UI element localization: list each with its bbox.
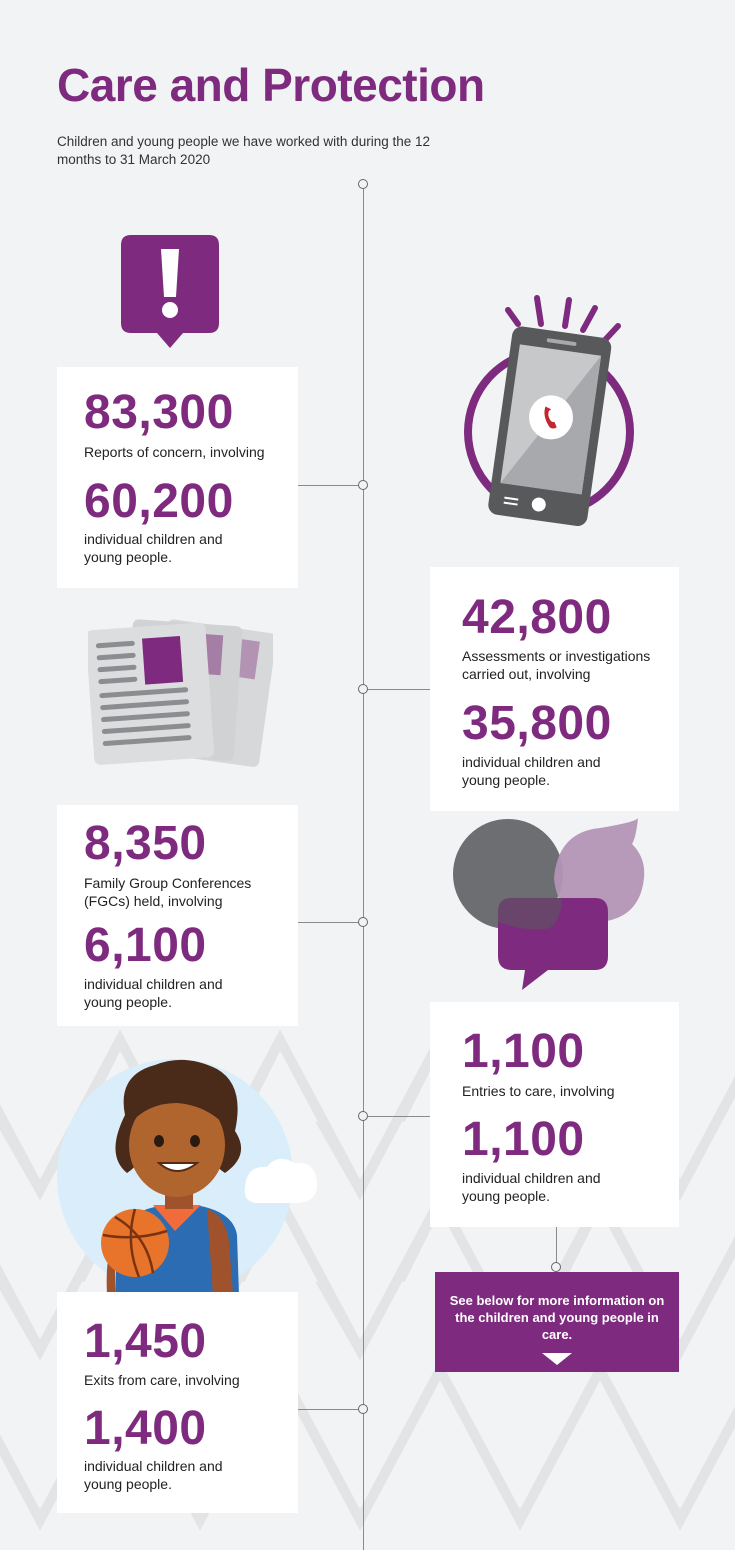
- page-subtitle: Children and young people we have worked…: [57, 134, 430, 167]
- reports-card: 83,300 Reports of concern, involving 60,…: [57, 367, 298, 588]
- assessments-children-value: 35,800: [462, 697, 612, 750]
- phone-icon: [464, 295, 634, 527]
- assessments-card: 42,800 Assessments or investigations car…: [430, 567, 679, 811]
- connector-exits: [298, 1409, 358, 1410]
- speech-bubbles-icon: [453, 818, 645, 990]
- entries-card: 1,100 Entries to care, involving 1,100 i…: [430, 1002, 679, 1227]
- fgcs-children-value: 6,100: [84, 919, 207, 972]
- fgcs-value: 8,350: [84, 817, 207, 870]
- basketball-person-icon: [57, 1059, 317, 1295]
- entries-children-value: 1,100: [462, 1113, 585, 1166]
- connector-assessments: [368, 689, 430, 690]
- alert-icon: [121, 235, 219, 348]
- assessments-value: 42,800: [462, 591, 612, 644]
- connector-entries: [368, 1116, 430, 1117]
- entries-children-label: individual children and young people.: [462, 1170, 601, 1205]
- newspaper-icon: [88, 619, 273, 767]
- timeline-dot: [358, 1404, 368, 1414]
- timeline-start-dot: [358, 179, 368, 189]
- reports-value: 83,300: [84, 386, 234, 439]
- fgcs-children-label: individual children and young people.: [84, 976, 223, 1011]
- timeline-dot: [358, 917, 368, 927]
- entries-value: 1,100: [462, 1025, 585, 1078]
- reports-label: Reports of concern, involving: [84, 444, 265, 460]
- more-info-note[interactable]: See below for more information on the ch…: [435, 1272, 679, 1372]
- exits-card: 1,450 Exits from care, involving 1,400 i…: [57, 1292, 298, 1513]
- page-title: Care and Protection: [57, 59, 485, 111]
- connector-reports: [298, 485, 358, 486]
- exits-children-label: individual children and young people.: [84, 1458, 223, 1493]
- fgcs-label: Family Group Conferences (FGCs) held, in…: [84, 875, 252, 910]
- exits-label: Exits from care, involving: [84, 1372, 240, 1388]
- note-dot: [551, 1262, 561, 1272]
- timeline-dot: [358, 480, 368, 490]
- exits-value: 1,450: [84, 1315, 207, 1368]
- entries-label: Entries to care, involving: [462, 1083, 615, 1099]
- assessments-label: Assessments or investigations carried ou…: [462, 648, 651, 683]
- connector-fgcs: [298, 922, 358, 923]
- down-arrow-icon: [542, 1353, 572, 1365]
- exits-children-value: 1,400: [84, 1402, 207, 1455]
- fgcs-card: 8,350 Family Group Conferences (FGCs) he…: [57, 805, 298, 1026]
- note-connector: [556, 1227, 557, 1267]
- assessments-children-label: individual children and young people.: [462, 754, 601, 789]
- more-info-text: See below for more information on the ch…: [449, 1293, 665, 1342]
- timeline-line: [363, 184, 364, 1550]
- reports-children-value: 60,200: [84, 475, 234, 528]
- timeline-dot: [358, 684, 368, 694]
- reports-children-label: individual children and young people.: [84, 531, 223, 566]
- timeline-dot: [358, 1111, 368, 1121]
